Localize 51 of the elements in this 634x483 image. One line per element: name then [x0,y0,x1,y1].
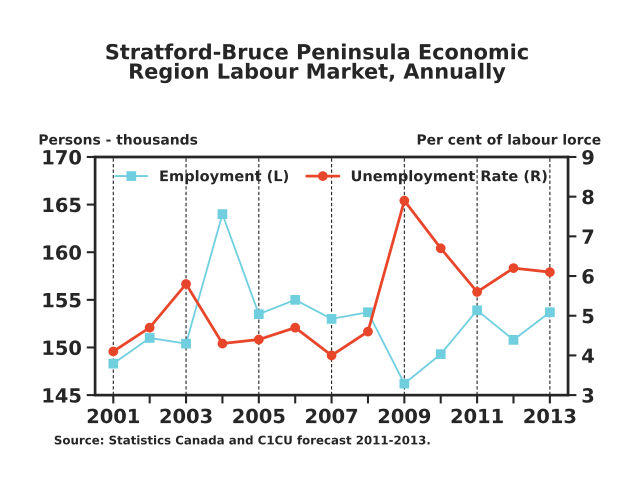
y2-tick-label: 9 [582,150,594,165]
x-tick-label: 2013 [524,408,576,424]
source-note: Source: Statistics Canada and C1CU forecast 2011-2013. [54,435,430,445]
point [254,334,264,344]
y2-tick-label: 4 [582,348,594,363]
y-tick-label: 150 [44,340,81,356]
point [290,322,300,332]
y-tick-label: 145 [44,388,81,403]
legend-label: Unemployment Rate (R) [352,170,547,184]
point [144,322,155,332]
y-tick-label: 160 [44,245,81,260]
y2-tick-label: 3 [582,388,594,403]
y2-tick-label: 6 [582,269,594,284]
point [545,267,555,277]
y-tick-label: 155 [44,293,81,308]
y2-tick-label: 8 [582,190,594,204]
x-tick-label: 2005 [233,408,285,424]
point [472,287,482,297]
point [436,243,446,254]
point [508,263,518,273]
point [326,314,336,324]
y-axis-title: Persons - thousands [40,134,198,145]
point [144,333,155,343]
y2-tick-label: 5 [582,308,594,324]
point [218,209,228,219]
x-tick-label: 2001 [88,408,140,424]
y-tick-label: 165 [44,198,81,212]
point [399,378,410,389]
x-tick-label: 2003 [160,408,212,424]
point [108,358,118,369]
point [181,279,191,289]
point [181,338,191,349]
point [290,294,300,305]
x-tick-label: 2007 [306,408,358,424]
point [472,305,482,316]
y2-tick-label: 7 [582,230,594,244]
y2-axis-title: Per cent of labour lorce [418,134,600,145]
point [436,349,446,359]
y-tick-label: 170 [44,150,81,165]
point [108,346,118,356]
x-tick-label: 2009 [378,408,430,424]
chart-title: Stratford-Bruce Peninsula Economic Region Labour Market, Annually [106,43,528,84]
point [545,307,555,318]
legend-label: Employment (L) [160,170,288,184]
point [326,350,336,360]
point [508,334,518,345]
point [399,196,410,206]
x-tick-label: 2011 [452,408,503,424]
point [254,309,264,319]
point [218,338,228,348]
point [363,326,373,336]
